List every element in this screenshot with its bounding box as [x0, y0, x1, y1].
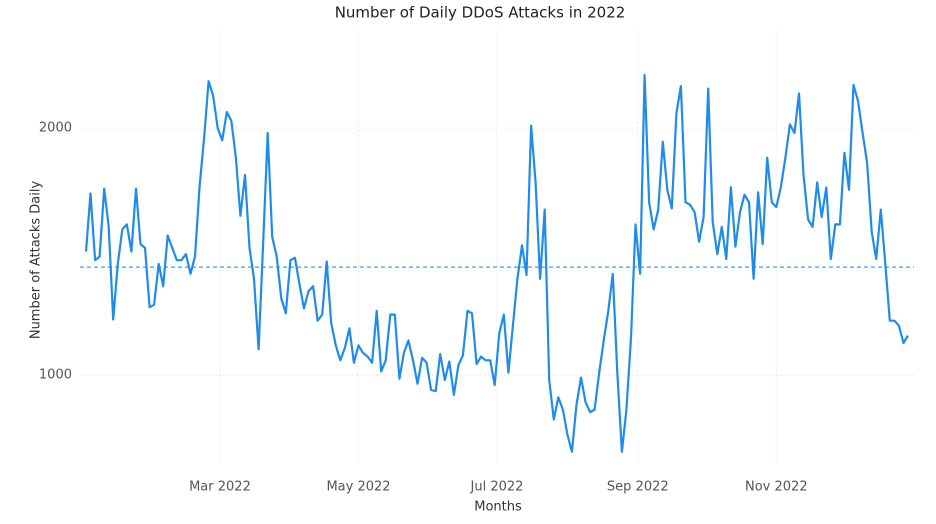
- y-axis-label: Number of Attacks Daily: [29, 181, 44, 340]
- x-axis-label: Months: [474, 500, 522, 515]
- x-tick-label: Mar 2022: [189, 480, 251, 495]
- y-tick-label: 2000: [39, 121, 72, 136]
- x-tick-label: Jul 2022: [470, 480, 524, 495]
- x-tick-label: Nov 2022: [745, 480, 808, 495]
- chart-title: Number of Daily DDoS Attacks in 2022: [335, 4, 626, 22]
- x-tick-label: May 2022: [326, 480, 390, 495]
- x-tick-label: Sep 2022: [607, 480, 669, 495]
- data-line: [84, 73, 909, 453]
- y-tick-label: 1000: [39, 368, 72, 383]
